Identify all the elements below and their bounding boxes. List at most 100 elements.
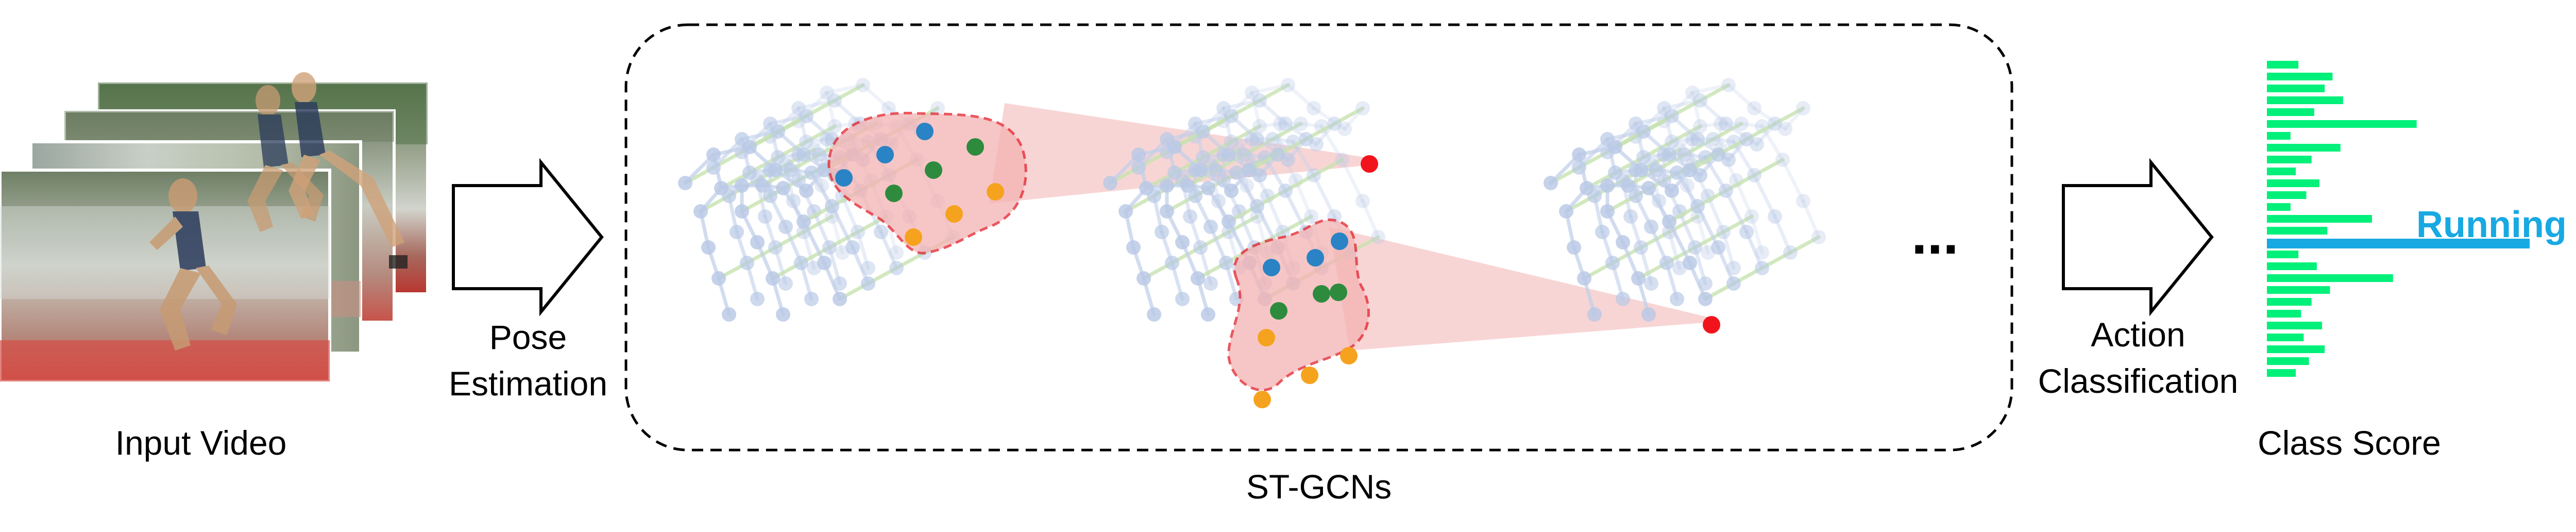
graph-node [1670, 165, 1684, 180]
temporal-edge [1773, 106, 1805, 126]
graph-node [1224, 109, 1239, 123]
runner-figure [149, 178, 237, 351]
graph-node [1623, 209, 1638, 224]
graph-edge [1752, 106, 1787, 131]
graph-edge [830, 214, 844, 255]
graph-node [889, 245, 904, 260]
graph-node [822, 240, 837, 255]
graph-node [1739, 132, 1754, 146]
graph-edge [1734, 178, 1754, 219]
key-node [1307, 249, 1324, 267]
score-bar [2267, 262, 2317, 270]
graph-node [1355, 101, 1370, 115]
graph-node [742, 165, 757, 180]
graph-node [1747, 101, 1761, 115]
graph-node [1355, 194, 1370, 208]
graph-edge [840, 194, 860, 234]
temporal-edge [1270, 122, 1303, 141]
graph-node [1147, 307, 1161, 322]
graph-node [1685, 86, 1700, 100]
graph-node [735, 178, 749, 193]
temporal-edge [1711, 122, 1743, 141]
graph-node [1665, 184, 1679, 198]
graph-node [1278, 184, 1293, 198]
graph-node [1811, 230, 1826, 244]
action-classification-label-line1: Action [2091, 315, 2185, 354]
graph-node [1605, 256, 1620, 270]
graph-node [1683, 256, 1697, 270]
graph-edge [1696, 204, 1720, 250]
graph-node [882, 101, 896, 115]
temporal-edge [1670, 124, 1702, 144]
graph-node [1644, 220, 1658, 234]
graph-node [1616, 235, 1630, 250]
graph-node [742, 140, 757, 154]
temporal-edge [1229, 124, 1262, 144]
temporal-edge [1752, 158, 1785, 177]
graph-node [1222, 214, 1236, 229]
graph-edge [1258, 122, 1282, 128]
graph-edge [802, 230, 816, 270]
temporal-edge [804, 124, 837, 144]
graph-edge [1690, 91, 1702, 128]
graph-node [1167, 165, 1182, 180]
graph-node [827, 119, 842, 134]
graph-edge [1801, 199, 1821, 239]
graph-node [1621, 178, 1635, 193]
graph-edge [1724, 189, 1749, 234]
key-node [1258, 329, 1275, 346]
graph-node [1636, 124, 1651, 139]
graph-node [1644, 276, 1658, 291]
graph-edge [1711, 137, 1736, 144]
key-node [1270, 302, 1287, 320]
key-node [1330, 284, 1347, 301]
graph-node [740, 256, 754, 270]
graph-node [1160, 204, 1174, 219]
graph-node [714, 181, 728, 195]
temporal-edge [1281, 214, 1313, 234]
graph-node [1706, 132, 1720, 146]
score-bar [2267, 191, 2307, 199]
graph-node [1222, 147, 1236, 162]
graph-node [930, 101, 945, 115]
graph-node [1252, 93, 1267, 108]
graph-edge [1312, 173, 1336, 219]
graph-node [1242, 163, 1257, 177]
key-node [835, 169, 853, 187]
graph-edge [861, 83, 891, 110]
neighborhood-region [1227, 218, 1370, 392]
graph-node [1167, 140, 1182, 154]
runner-figure [247, 85, 324, 232]
pose-estimation-label-line1: Pose [489, 318, 567, 356]
graph-edge [1294, 178, 1313, 219]
graph-node [735, 204, 749, 219]
graph-edge [802, 220, 826, 265]
graph-node [861, 276, 875, 291]
graph-node [1719, 184, 1733, 198]
graph-edge [1265, 194, 1285, 234]
graph-edge [1752, 173, 1777, 219]
graph-node [1276, 225, 1290, 239]
class-score-bars [2267, 61, 2530, 377]
graph-edge [1361, 199, 1380, 239]
score-bar [2267, 334, 2304, 341]
graph-node [1183, 209, 1197, 224]
graph-node [706, 147, 721, 162]
score-bar [2267, 215, 2372, 223]
score-bar [2267, 274, 2393, 282]
graph-node [1103, 176, 1117, 190]
score-bar [2267, 369, 2296, 377]
graph-node [874, 225, 888, 239]
graph-node [1608, 165, 1622, 180]
graph-node [1196, 150, 1210, 164]
graph-node [1278, 117, 1293, 131]
graph-node [678, 176, 692, 190]
graph-node [1783, 245, 1798, 260]
graph-node [799, 135, 814, 149]
graph-edge [1698, 122, 1723, 128]
graph-node [1209, 163, 1223, 177]
graph-node [1175, 235, 1190, 250]
score-bar [2267, 357, 2309, 365]
graph-node [1755, 261, 1769, 275]
